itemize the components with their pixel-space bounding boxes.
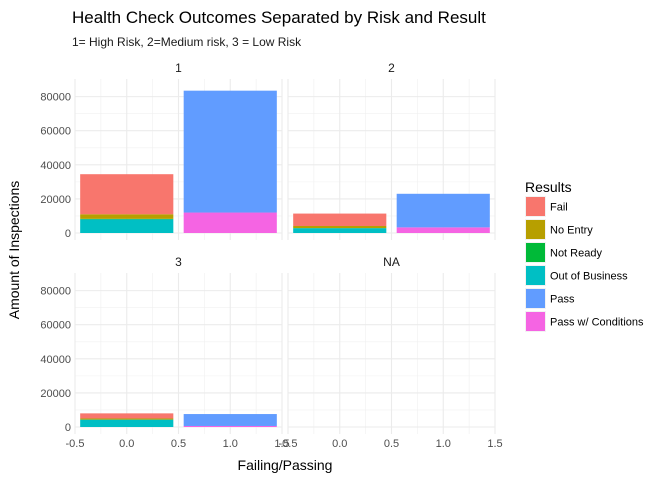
legend-label: Pass w/ Conditions — [550, 317, 644, 329]
facet-strip-label: NA — [383, 255, 400, 269]
x-tick-label: 0.5 — [384, 438, 399, 450]
bar-segment-no-entry — [80, 214, 173, 219]
y-tick-label: 60000 — [40, 320, 71, 332]
y-tick-label: 40000 — [40, 160, 71, 172]
y-tick-label: 0 — [65, 422, 71, 434]
bar-segment-no-entry — [293, 226, 386, 228]
bar-segment-fail — [293, 214, 386, 226]
legend-key-swatch — [526, 243, 545, 262]
y-tick-label: 20000 — [40, 194, 71, 206]
bar-segment-fail — [80, 413, 173, 418]
legend-label: Fail — [550, 202, 568, 214]
y-tick-label: 60000 — [40, 126, 71, 138]
x-tick-label: -0.5 — [66, 438, 85, 450]
facets-layer: 1 0 20000 40000 60000 80000 2 3 0 20000 40000 60000… — [40, 61, 502, 450]
x-tick-label: 1.0 — [223, 438, 238, 450]
legend-title: Results — [525, 179, 572, 195]
bar-segment-out-of-business — [293, 228, 386, 233]
bar-segment-fail — [80, 174, 173, 214]
legend-label: Not Ready — [550, 248, 602, 260]
legend-item-pass: Pass — [525, 288, 575, 309]
x-tick-label: 0.5 — [171, 438, 186, 450]
facet-strip-label: 1 — [175, 61, 182, 75]
facet-panel-2: 2 — [288, 61, 495, 240]
legend-label: No Entry — [550, 225, 593, 237]
legend-item-not-ready: Not Ready — [525, 242, 602, 263]
facet-panel-na: NA -0.5 0.0 0.5 1.0 1.5 — [279, 255, 503, 450]
bar-segment-pass-w-conditions — [184, 426, 277, 427]
facet-strip-label: 3 — [175, 255, 182, 269]
bar-segment-no-entry — [80, 418, 173, 419]
bar-segment-not-ready — [80, 219, 173, 220]
x-tick-label: 1.0 — [436, 438, 451, 450]
legend: Results Fail No Entry Not Ready Out of Busi… — [525, 179, 644, 332]
legend-item-out-of-business: Out of Business — [525, 265, 628, 286]
x-tick-label: 0.0 — [119, 438, 134, 450]
bar-segment-out-of-business — [80, 420, 173, 427]
facet-panel-1: 1 0 20000 40000 60000 80000 — [40, 61, 282, 240]
y-axis-label: Amount of Inspections — [6, 181, 22, 320]
legend-key-swatch — [526, 289, 545, 308]
legend-item-pass-w-conditions: Pass w/ Conditions — [525, 311, 644, 332]
chart-subtitle: 1= High Risk, 2=Medium risk, 3 = Low Ris… — [72, 35, 302, 49]
legend-key-swatch — [526, 220, 545, 239]
legend-label: Pass — [550, 294, 575, 306]
x-tick-label: -0.5 — [279, 438, 298, 450]
legend-key-swatch — [526, 197, 545, 216]
x-axis-label: Failing/Passing — [238, 457, 333, 473]
y-tick-label: 0 — [65, 228, 71, 240]
bar-segment-pass-w-conditions — [184, 213, 277, 233]
y-tick-label: 20000 — [40, 388, 71, 400]
bar-segment-pass-w-conditions — [397, 227, 490, 233]
x-tick-label: 0.0 — [332, 438, 347, 450]
bar-segment-pass — [184, 91, 277, 213]
bar-segment-pass — [184, 414, 277, 426]
legend-key-swatch — [526, 266, 545, 285]
y-tick-label: 40000 — [40, 354, 71, 366]
bar-segment-out-of-business — [80, 219, 173, 233]
x-tick-label: 1.5 — [487, 438, 502, 450]
bar-segment-pass — [397, 194, 490, 228]
chart-title: Health Check Outcomes Separated by Risk … — [72, 8, 486, 27]
legend-label: Out of Business — [550, 271, 628, 283]
facet-strip-label: 2 — [388, 61, 395, 75]
legend-item-no-entry: No Entry — [525, 219, 593, 240]
legend-key-swatch — [526, 312, 545, 331]
y-tick-label: 80000 — [40, 286, 71, 298]
y-tick-label: 80000 — [40, 92, 71, 104]
legend-item-fail: Fail — [525, 196, 568, 217]
